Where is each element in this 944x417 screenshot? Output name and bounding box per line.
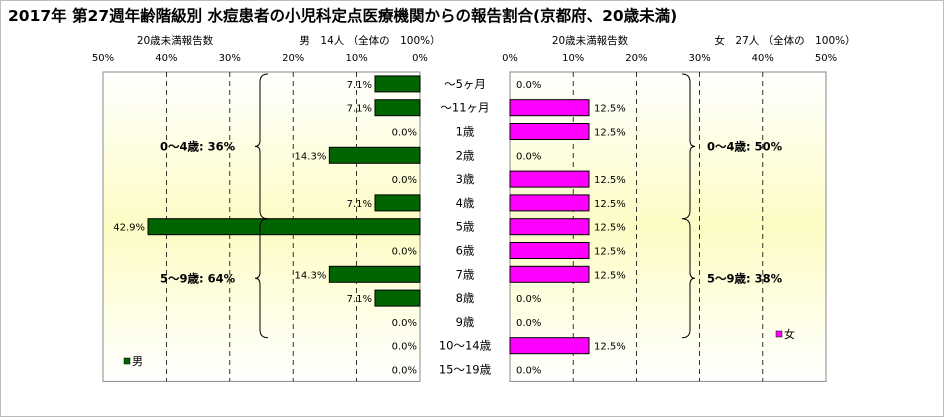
female-value-label: 12.5% (594, 175, 626, 186)
male-value-label: 14.3% (295, 270, 327, 281)
female-group-brace (681, 73, 696, 220)
female-bar (509, 99, 590, 117)
male-bar (328, 146, 421, 164)
female-bar (509, 242, 590, 259)
female-value-label: 0.0% (516, 318, 541, 329)
male-value-label: 7.1% (347, 294, 372, 305)
left-tick-label: 10% (345, 53, 367, 64)
male-group-label: 0～4歳: 36% (160, 139, 236, 153)
female-bar (509, 123, 590, 140)
right-tick-label: 40% (752, 53, 774, 64)
left-tick-label: 50% (92, 53, 114, 64)
category-label: 6歳 (456, 244, 475, 258)
male-bar (374, 289, 421, 307)
male-bar (374, 99, 421, 117)
category-label: 10～14歳 (439, 339, 492, 353)
right-tick-label: 0% (502, 53, 518, 64)
female-value-label: 12.5% (594, 270, 626, 281)
category-label: 9歳 (456, 315, 475, 329)
right-tick-label: 30% (688, 53, 710, 64)
category-label: 8歳 (456, 291, 475, 305)
female-value-label: 12.5% (594, 247, 626, 258)
left-axis-label: 20歳未満報告数 (137, 34, 214, 47)
left-tick-label: 40% (155, 53, 177, 64)
female-legend-swatch (775, 330, 783, 338)
female-group-brace (681, 218, 696, 339)
male-value-label: 0.0% (392, 366, 417, 377)
male-value-label: 42.9% (113, 223, 145, 234)
category-label: 5歳 (456, 220, 475, 234)
female-bar (509, 265, 590, 283)
female-value-label: 0.0% (516, 294, 541, 305)
category-label: ～11ヶ月 (440, 101, 489, 115)
female-header: 女 27人 （全体の 100%） (714, 34, 855, 47)
category-label: 3歳 (456, 172, 475, 186)
male-bar (374, 75, 421, 93)
female-group-label: 5～9歳: 38% (707, 271, 783, 285)
female-value-label: 12.5% (594, 223, 626, 234)
male-value-label: 7.1% (347, 80, 372, 91)
right-tick-label: 50% (815, 53, 837, 64)
female-value-label: 0.0% (516, 151, 541, 162)
category-label: 15～19歳 (439, 363, 492, 377)
right-tick-label: 20% (625, 53, 647, 64)
male-bar (374, 194, 421, 212)
left-tick-label: 30% (219, 53, 241, 64)
female-value-label: 12.5% (594, 199, 626, 210)
male-value-label: 0.0% (392, 342, 417, 353)
male-group-brace (254, 218, 269, 339)
female-value-label: 12.5% (594, 104, 626, 115)
male-value-label: 14.3% (295, 151, 327, 162)
male-group-label: 5～9歳: 64% (160, 271, 236, 285)
category-label: 4歳 (456, 196, 475, 210)
right-axis-label: 20歳未満報告数 (552, 34, 629, 47)
chart-title: 2017年 第27週年齢階級別 水痘患者の小児科定点医療機関からの報告割合(京都… (8, 6, 677, 25)
male-bar (147, 218, 421, 236)
male-group-brace (254, 73, 269, 220)
category-label: 7歳 (456, 267, 475, 281)
male-header: 男 14人 （全体の 100%） (299, 34, 440, 47)
female-group-label: 0～4歳: 50% (707, 139, 783, 153)
male-bar (328, 265, 421, 283)
male-value-label: 0.0% (392, 128, 417, 139)
male-value-label: 7.1% (347, 104, 372, 115)
category-label: 2歳 (456, 148, 475, 162)
female-legend-label: 女 (784, 327, 795, 341)
right-tick-label: 10% (562, 53, 584, 64)
female-value-label: 0.0% (516, 366, 541, 377)
female-bar (509, 337, 590, 355)
left-tick-label: 20% (282, 53, 304, 64)
male-value-label: 7.1% (347, 199, 372, 210)
female-bar (509, 194, 590, 212)
male-value-label: 0.0% (392, 247, 417, 258)
male-legend-swatch (123, 357, 131, 365)
female-value-label: 0.0% (516, 80, 541, 91)
female-bar (509, 218, 590, 236)
female-bar (509, 170, 590, 188)
category-label: 1歳 (456, 125, 475, 139)
male-value-label: 0.0% (392, 318, 417, 329)
male-legend-label: 男 (132, 355, 143, 368)
category-label: ～5ヶ月 (444, 77, 486, 91)
female-value-label: 12.5% (594, 128, 626, 139)
female-value-label: 12.5% (594, 342, 626, 353)
left-tick-label: 0% (412, 53, 428, 64)
male-value-label: 0.0% (392, 175, 417, 186)
